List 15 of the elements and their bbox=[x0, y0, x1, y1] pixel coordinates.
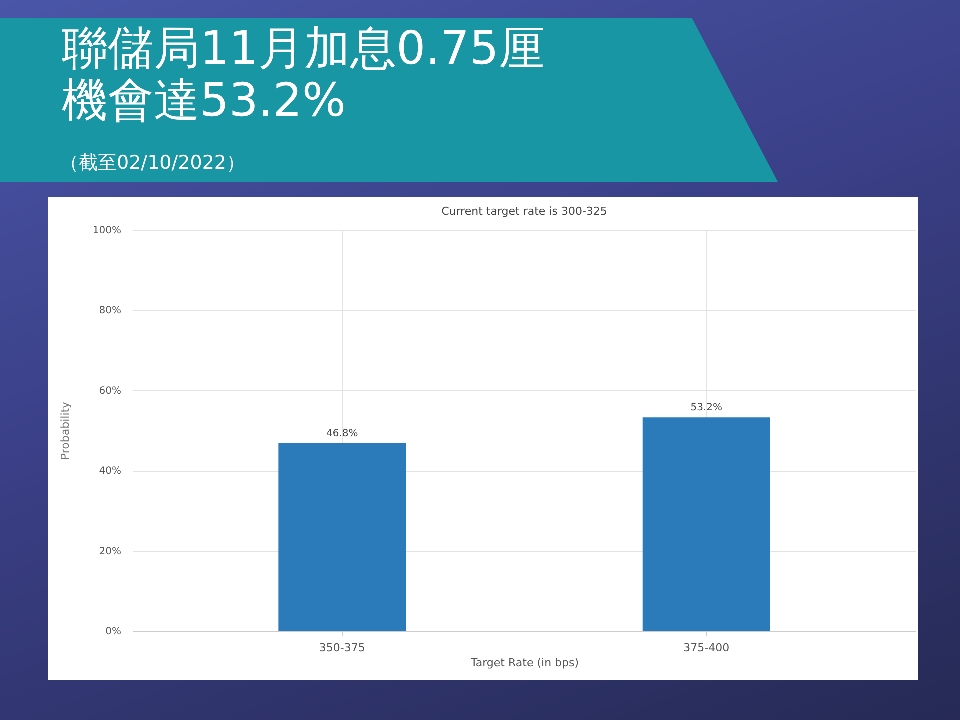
y-axis-title: Probability bbox=[58, 401, 72, 460]
x-axis-title: Target Rate (in bps) bbox=[470, 656, 580, 670]
y-tick-label: 40% bbox=[99, 466, 122, 478]
y-tick-label: 60% bbox=[99, 386, 122, 397]
data-label: 46.8% bbox=[326, 428, 358, 440]
x-tick-label: 375-400 bbox=[684, 642, 730, 654]
text: （截至02/10/2022） bbox=[60, 151, 246, 176]
x-tick-label: 350-375 bbox=[319, 642, 366, 654]
y-tick-label: 100% bbox=[92, 226, 122, 236]
y-tick-label: 20% bbox=[99, 546, 122, 558]
y-tick-label: 80% bbox=[99, 306, 122, 317]
chart-subtitle: Current target rate is 300-325 bbox=[442, 205, 608, 218]
chart-title: 聯儲局11月加息0.75厘機會達53.2% bbox=[62, 21, 546, 127]
y-tick-label: 0% bbox=[106, 626, 122, 638]
data-label: 53.2% bbox=[690, 402, 722, 414]
